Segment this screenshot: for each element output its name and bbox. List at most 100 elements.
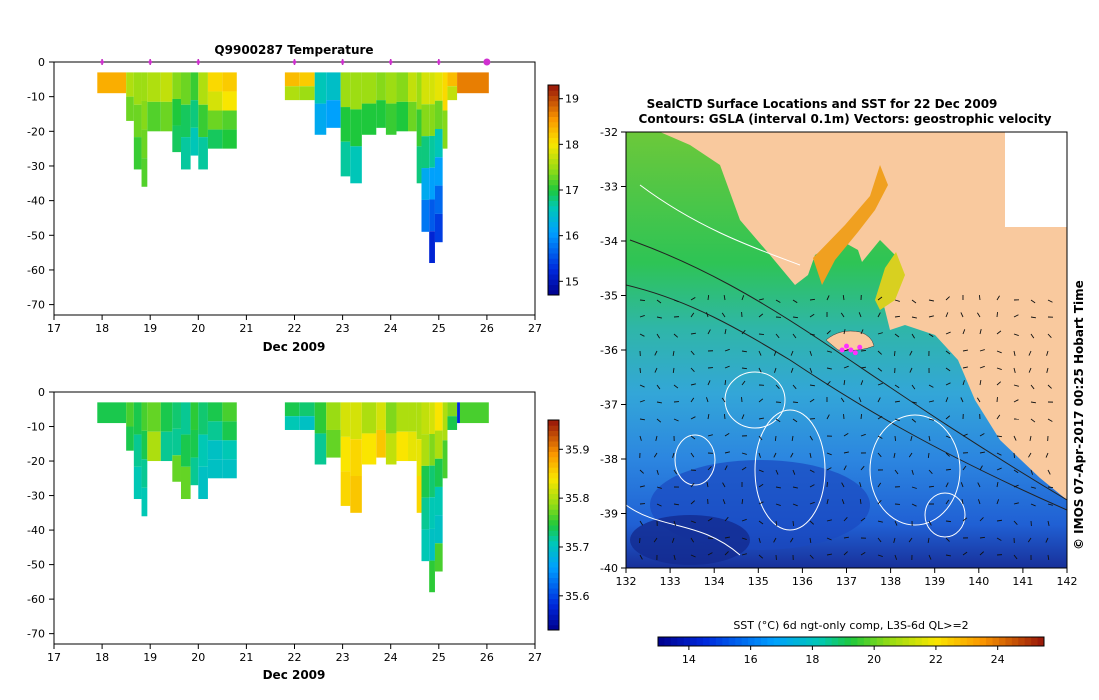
x-tick-label: 24 (384, 651, 398, 664)
seal-location (857, 344, 863, 350)
profile-cell (429, 135, 435, 168)
velocity-vector (707, 380, 711, 386)
profile-cell (222, 129, 237, 149)
profile-cell (350, 476, 362, 513)
profile-cell (340, 436, 351, 472)
velocity-vector (945, 499, 950, 505)
velocity-vector (977, 482, 981, 488)
velocity-vector (707, 329, 711, 335)
map-x-tick-label: 139 (924, 575, 945, 588)
profile-cell (126, 96, 134, 121)
profile-cell (396, 431, 409, 462)
profile-cell (416, 476, 422, 513)
colorbar-segment (548, 274, 559, 280)
profile-cell (198, 104, 208, 138)
profile-cell (416, 402, 422, 440)
velocity-vector (656, 299, 662, 304)
profile-cell (172, 428, 181, 456)
seal-location (852, 350, 858, 356)
velocity-vector (945, 312, 949, 318)
profile-cell (385, 103, 397, 135)
profile-cell (172, 72, 181, 99)
colorbar-segment (548, 577, 559, 584)
velocity-vector (1028, 367, 1032, 373)
x-tick-label: 18 (95, 651, 109, 664)
velocity-vector (877, 350, 882, 355)
x-tick-label: 26 (480, 322, 494, 335)
velocity-vector (656, 503, 662, 507)
colorbar-segment (548, 142, 559, 149)
map-x-tick-label: 136 (792, 575, 813, 588)
sst-colorbar-segment (928, 637, 936, 646)
profile-cell (340, 141, 351, 177)
y-tick-label: -10 (27, 421, 45, 434)
velocity-vector (979, 451, 985, 454)
velocity-vector (758, 350, 762, 356)
velocity-vector (826, 519, 832, 522)
velocity-vector (792, 316, 799, 319)
profile-cell (222, 440, 237, 460)
velocity-vector (826, 452, 832, 456)
profile-cell (160, 101, 173, 132)
velocity-vector (894, 520, 898, 526)
velocity-vector (976, 397, 981, 403)
velocity-vector (860, 329, 864, 335)
velocity-vector (909, 367, 913, 373)
profile-cell (408, 72, 417, 102)
map-y-tick-label: -34 (600, 235, 618, 248)
y-tick-label: -40 (27, 524, 45, 537)
velocity-vector (1030, 503, 1036, 507)
y-tick-label: -30 (27, 160, 45, 173)
station-marker-dot (437, 60, 441, 64)
profile-cell (180, 104, 191, 138)
sst-colorbar-segment (683, 637, 691, 646)
velocity-vector (945, 468, 952, 471)
map-y-tick-label: -39 (600, 508, 618, 521)
velocity-vector (707, 537, 714, 539)
profile-cell (314, 402, 327, 434)
velocity-vector (996, 350, 1002, 354)
map-y-tick-label: -40 (600, 562, 618, 575)
profile-cell (429, 560, 435, 593)
velocity-vector (741, 466, 747, 471)
velocity-vector (910, 435, 913, 441)
velocity-vector (841, 482, 845, 488)
colorbar-segment (548, 546, 559, 552)
velocity-vector (1047, 486, 1054, 489)
station-marker-dot (388, 60, 393, 64)
velocity-vector (724, 348, 730, 352)
velocity-vector (877, 415, 883, 420)
velocity-vector (1047, 333, 1052, 339)
velocity-vector (1013, 333, 1019, 337)
velocity-vector (809, 484, 815, 488)
y-tick-label: -20 (27, 125, 45, 138)
velocity-vector (721, 312, 726, 318)
velocity-vector (656, 316, 662, 319)
colorbar-segment (548, 514, 559, 521)
temperature-chart-title: Q9900287 Temperature (214, 43, 373, 57)
sst-colorbar-segment (799, 637, 807, 646)
y-tick-label: -70 (27, 628, 45, 641)
colorbar-tick-label: 15 (565, 275, 579, 288)
velocity-vector (1013, 484, 1019, 488)
velocity-vector (792, 469, 796, 475)
velocity-vector (877, 499, 882, 505)
velocity-vector (724, 379, 727, 386)
colorbar-segment (548, 163, 559, 170)
velocity-vector (707, 434, 713, 437)
profile-cell (126, 72, 134, 97)
colorbar-segment (548, 598, 559, 605)
colorbar-segment (548, 179, 559, 186)
velocity-vector (928, 299, 934, 302)
velocity-vector (945, 350, 951, 355)
profile-cell (434, 430, 443, 459)
velocity-vector (1030, 486, 1036, 489)
colorbar-segment (548, 483, 559, 489)
velocity-vector (809, 501, 815, 505)
velocity-vector (741, 452, 747, 455)
velocity-vector (877, 554, 883, 557)
profile-cell (429, 167, 435, 200)
profile-cell (447, 86, 458, 101)
velocity-vector (673, 333, 679, 338)
profile-cell (326, 72, 341, 101)
